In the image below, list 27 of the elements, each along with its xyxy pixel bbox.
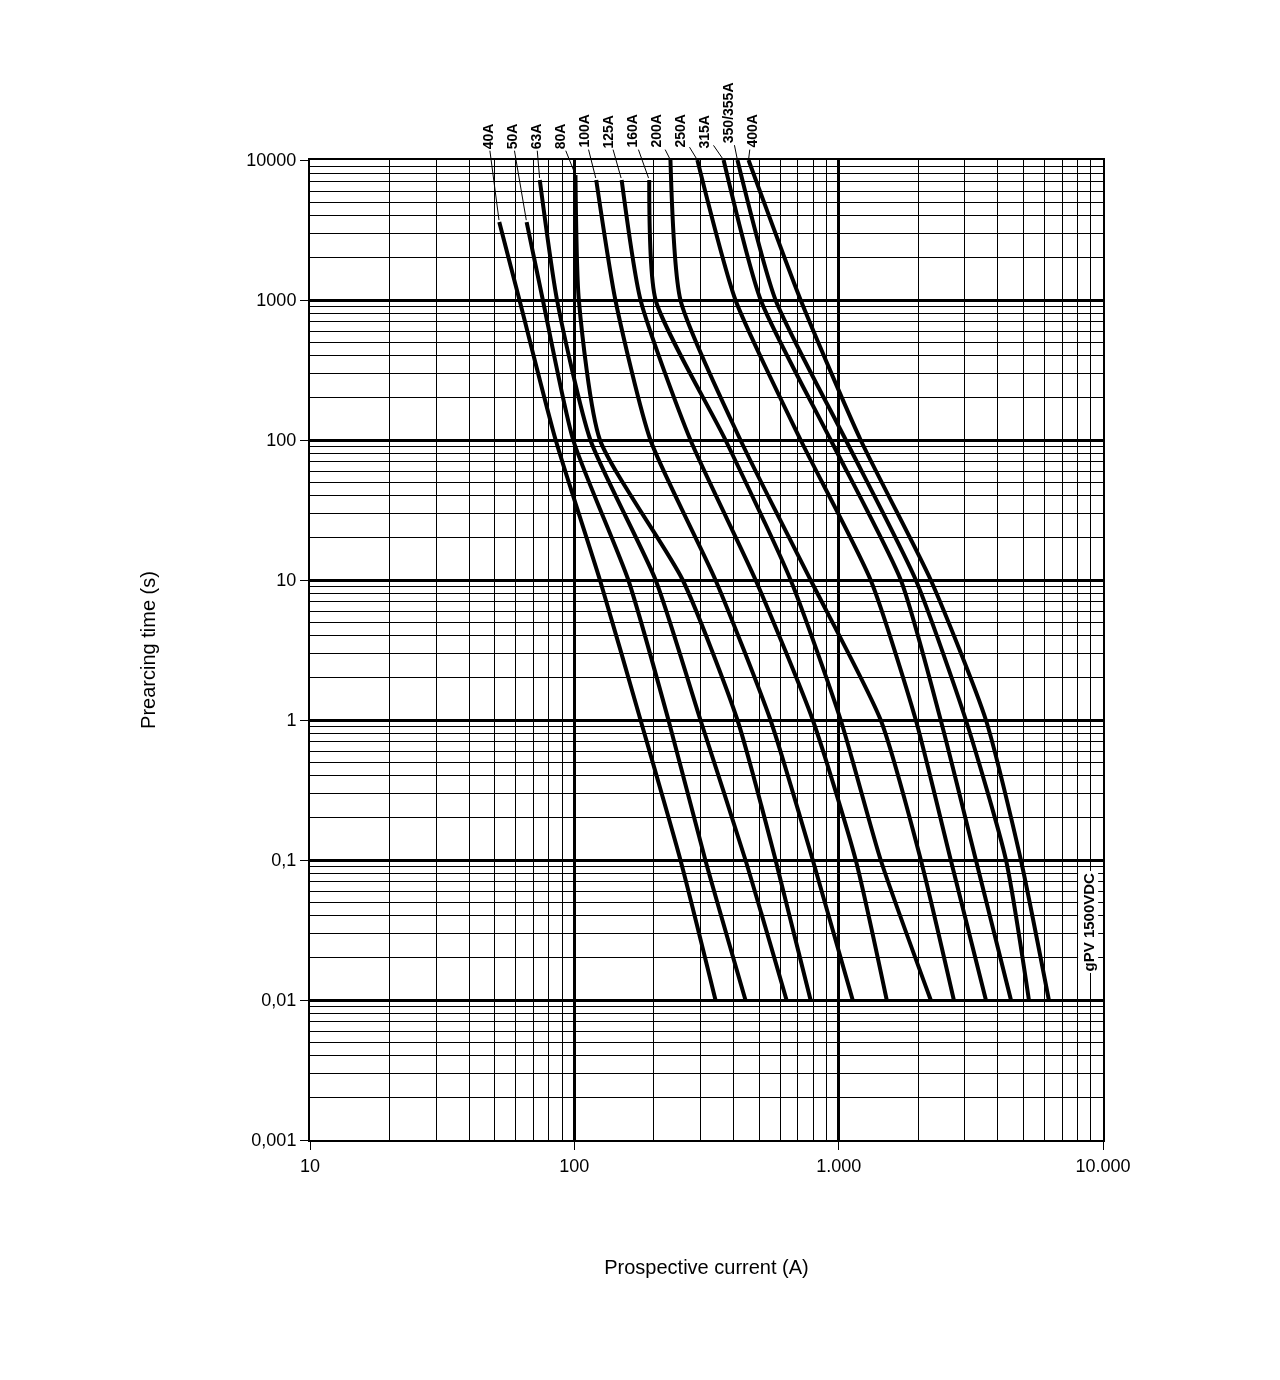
- text: 200A: [648, 114, 665, 148]
- text: 250A: [672, 114, 689, 148]
- y-tick-label: 0,1: [271, 850, 297, 871]
- text: 40A: [479, 123, 496, 150]
- text: 350/355A: [719, 82, 736, 144]
- text: 315A: [696, 115, 713, 149]
- x-tick-label: 1.000: [816, 1155, 862, 1176]
- text: 100A: [576, 114, 593, 148]
- y-tick-label: 0,001: [251, 1130, 297, 1151]
- x-tick-label: 100: [559, 1155, 590, 1176]
- y-axis-title: Prearcing time (s): [137, 571, 160, 729]
- y-tick-label: 0,01: [261, 990, 297, 1011]
- x-tick-label: 10.000: [1075, 1155, 1131, 1176]
- annotation: gPV 1500VDC: [1079, 872, 1097, 972]
- text: 63A: [527, 123, 544, 150]
- y-tick-label: 1000: [256, 290, 297, 311]
- text: 400A: [744, 114, 761, 148]
- text: 160A: [624, 114, 641, 148]
- text: 50A: [503, 123, 520, 150]
- x-tick-label: 10: [299, 1155, 321, 1176]
- y-tick-label: 100: [266, 430, 297, 451]
- x-axis-title: Prospective current (A): [604, 1255, 809, 1278]
- text: 80A: [551, 123, 568, 150]
- y-tick-label: 10000: [246, 150, 297, 171]
- y-tick-label: 10: [276, 570, 297, 591]
- y-tick-label: 1: [286, 710, 297, 731]
- text: 125A: [600, 115, 617, 149]
